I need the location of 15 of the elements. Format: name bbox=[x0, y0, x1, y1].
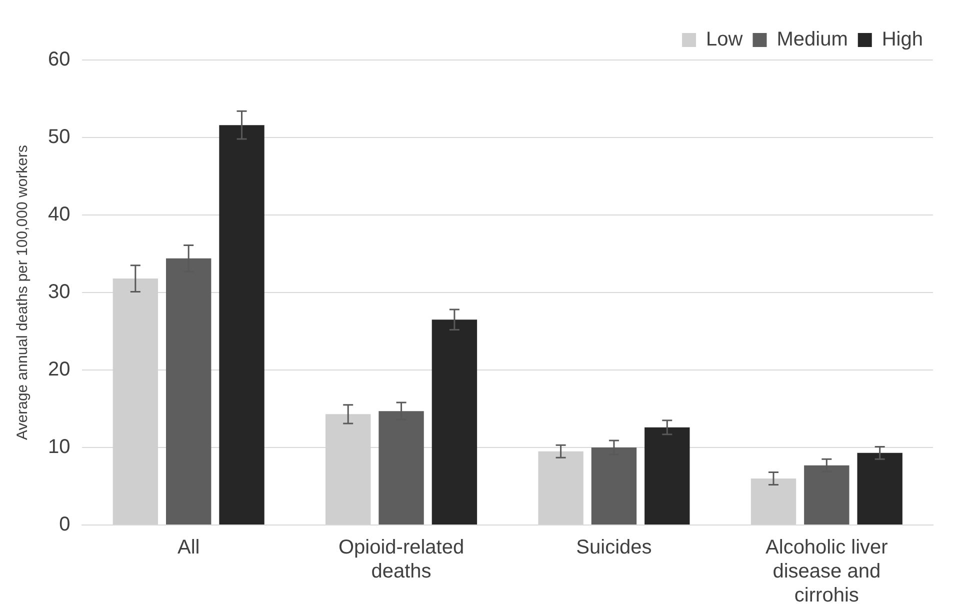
y-axis-title: Average annual deaths per 100,000 workers bbox=[14, 145, 32, 440]
y-tick-label: 40 bbox=[48, 204, 70, 226]
y-tick-label: 10 bbox=[48, 436, 70, 458]
y-tick-label: 30 bbox=[48, 281, 70, 304]
y-tick-label: 20 bbox=[48, 358, 70, 381]
y-tick-label: 50 bbox=[48, 126, 70, 148]
x-tick-label: Opioid-related deaths bbox=[338, 536, 464, 583]
legend-label: Medium bbox=[776, 28, 848, 51]
y-tick-label: 0 bbox=[59, 514, 70, 536]
legend-label: Low bbox=[706, 28, 744, 51]
y-tick-label: 60 bbox=[48, 48, 70, 71]
x-tick-label: Alcoholic liver disease and cirrohis bbox=[766, 536, 888, 607]
x-tick-label: Suicides bbox=[576, 536, 652, 559]
x-tick-label: All bbox=[177, 536, 200, 559]
legend-label: High bbox=[882, 28, 924, 51]
